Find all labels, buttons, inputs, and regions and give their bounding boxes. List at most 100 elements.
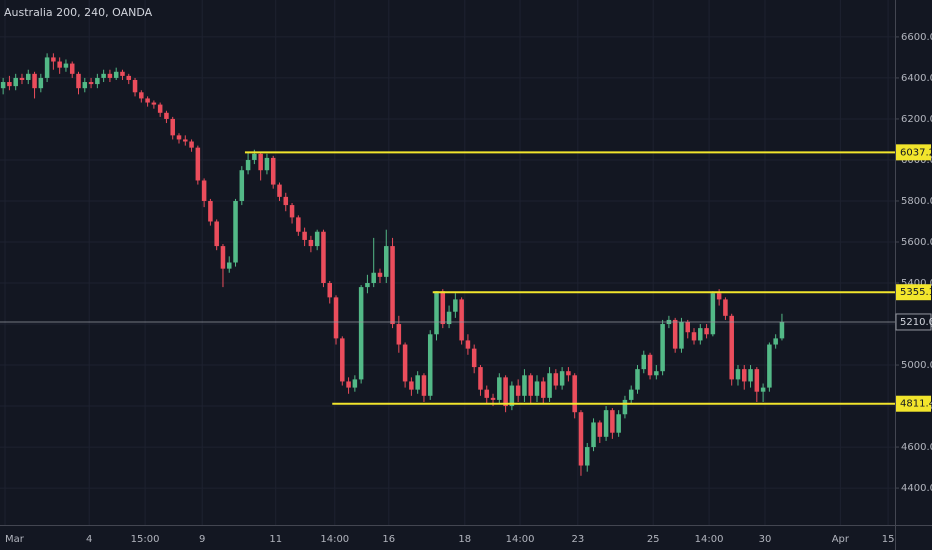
candle-body <box>578 412 584 466</box>
candle-body <box>415 375 420 390</box>
candles <box>0 53 785 476</box>
candle-body <box>773 338 778 345</box>
candle-body <box>82 82 88 89</box>
y-tick-label: 5800.0 <box>901 196 932 207</box>
candle-body <box>264 157 270 171</box>
candle-body <box>302 231 307 240</box>
candle-body <box>635 369 640 390</box>
candle-body <box>729 315 734 380</box>
candle-body <box>622 399 628 415</box>
level-label: 6037.2 <box>900 147 932 158</box>
candle-body <box>547 373 552 398</box>
candle-body <box>32 73 37 89</box>
candle-body <box>396 324 402 345</box>
candle-body <box>201 180 207 201</box>
candle-body <box>427 334 433 396</box>
x-tick-label: 18 <box>458 534 471 545</box>
y-tick-label: 6600.0 <box>901 32 932 43</box>
x-tick-label: 4 <box>86 534 92 545</box>
x-tick-label: Mar <box>5 534 25 545</box>
candle-body <box>346 381 351 388</box>
candle-body <box>258 153 263 171</box>
x-tick-label: 14:00 <box>506 534 535 545</box>
candle-body <box>26 73 31 80</box>
candle-body <box>365 283 370 288</box>
candle-body <box>553 373 559 386</box>
candle-body <box>333 297 339 339</box>
candle-body <box>685 321 690 333</box>
candle-body <box>76 73 81 89</box>
candle-body <box>95 77 100 85</box>
level-box <box>896 284 931 301</box>
candle-body <box>239 170 245 201</box>
candle-body <box>208 200 213 222</box>
candle-body <box>277 184 282 197</box>
candle-body <box>654 371 659 376</box>
candle-body <box>132 79 138 93</box>
x-tick-label: 23 <box>571 534 584 545</box>
candle-body <box>440 291 446 325</box>
candle-body <box>478 367 483 390</box>
candle-body <box>57 61 62 68</box>
candle-body <box>459 299 464 341</box>
candle-body <box>321 231 326 284</box>
candle-body <box>490 397 496 400</box>
x-tick-label: 16 <box>382 534 395 545</box>
candle-body <box>19 77 25 80</box>
candle-body <box>13 77 18 87</box>
candle-body <box>628 389 634 400</box>
candle-body <box>358 287 364 380</box>
candle-body <box>402 344 408 382</box>
x-tick-label: Apr <box>832 534 850 545</box>
level-label: 4811.4 <box>900 399 932 410</box>
grid <box>0 0 895 525</box>
candle-body <box>446 311 452 325</box>
candle-body <box>704 328 709 335</box>
candle-body <box>421 375 427 396</box>
candle-body <box>245 159 251 171</box>
x-tick-label: 9 <box>199 534 205 545</box>
candle-body <box>296 217 301 232</box>
candle-body <box>107 73 113 78</box>
candle-body <box>641 354 647 370</box>
candle-body <box>453 299 458 312</box>
y-tick-label: 5400.0 <box>901 278 932 289</box>
candle-body <box>151 102 157 105</box>
candle-body <box>754 369 760 392</box>
candle-body <box>120 71 125 76</box>
candle-body <box>352 379 358 388</box>
candle-body <box>566 371 571 376</box>
candle-body <box>88 82 94 85</box>
candle-body <box>541 381 546 398</box>
x-tick-label: 15 <box>882 534 895 545</box>
candle-body <box>748 369 753 382</box>
candle-body <box>314 231 320 247</box>
candle-body <box>409 381 414 390</box>
candle-body <box>710 293 716 335</box>
candle-body <box>176 135 182 140</box>
candle-body <box>183 139 188 142</box>
candle-body <box>509 385 515 407</box>
level-label: 5355.1 <box>900 287 932 298</box>
candle-body <box>760 387 766 392</box>
candle-body <box>591 422 596 448</box>
candle-body <box>390 246 395 325</box>
y-tick-label: 5600.0 <box>901 237 932 248</box>
candle-body <box>340 338 345 382</box>
candle-body <box>44 57 50 78</box>
candle-body <box>7 82 12 87</box>
last-price-box <box>895 313 932 331</box>
candle-body <box>0 82 6 89</box>
candle-body <box>145 98 150 103</box>
candle-body <box>377 272 383 277</box>
candle-body <box>616 414 621 433</box>
candle-body <box>597 422 603 437</box>
candle-body <box>735 369 741 380</box>
level-box <box>896 395 931 412</box>
level-box <box>896 144 931 161</box>
candle-body <box>679 321 684 349</box>
candle-body <box>503 377 508 407</box>
candle-body <box>660 324 665 372</box>
